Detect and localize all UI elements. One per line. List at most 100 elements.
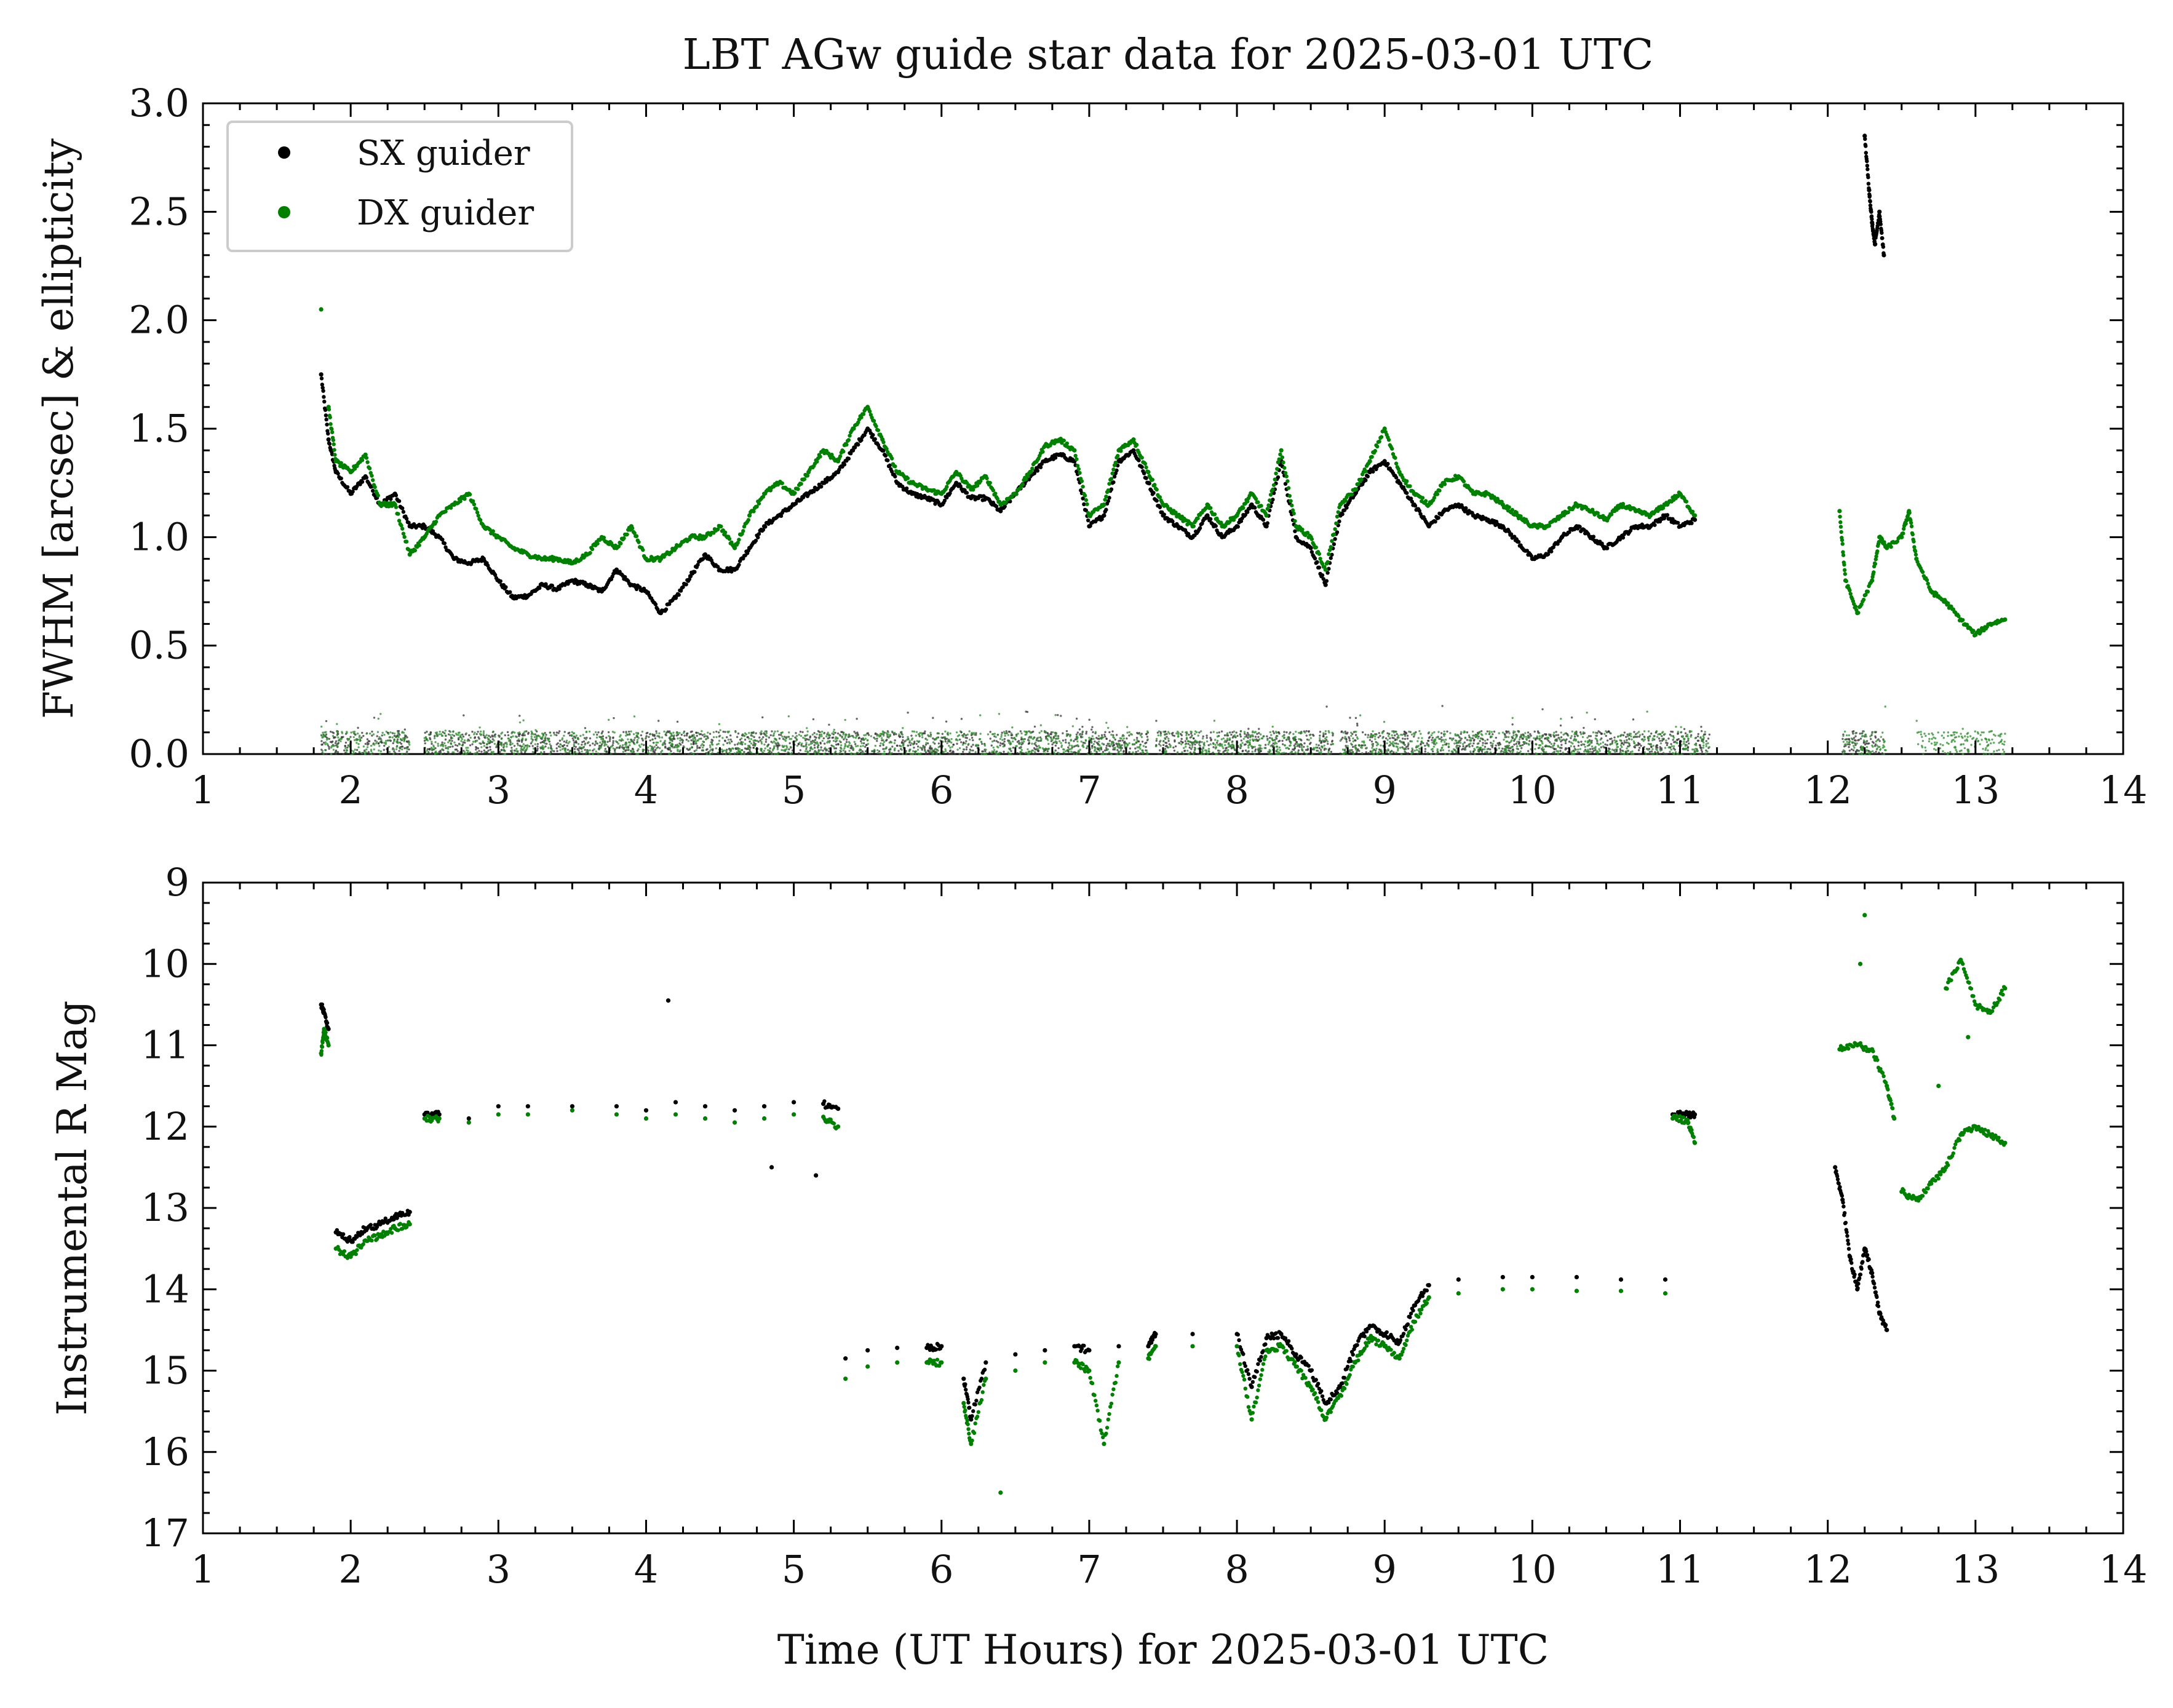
ellipticity-point bbox=[1477, 737, 1479, 740]
ellipticity-point bbox=[1094, 731, 1097, 734]
ellipticity-point bbox=[960, 718, 963, 720]
ellipticity-point bbox=[1406, 734, 1409, 737]
ellipticity-point bbox=[1167, 746, 1170, 749]
ellipticity-point bbox=[1023, 730, 1026, 733]
ellipticity-point bbox=[1857, 739, 1859, 742]
ellipticity-point bbox=[918, 753, 921, 755]
ellipticity-point bbox=[789, 742, 791, 745]
ellipticity-point bbox=[937, 742, 940, 745]
ellipticity-point bbox=[1634, 744, 1637, 747]
ellipticity-point bbox=[1602, 741, 1605, 744]
ellipticity-point bbox=[1342, 731, 1345, 734]
ellipticity-point bbox=[947, 738, 950, 741]
ellipticity-point bbox=[1511, 749, 1514, 752]
ellipticity-point bbox=[1057, 735, 1060, 737]
ellipticity-point bbox=[1622, 750, 1624, 753]
ellipticity-point bbox=[766, 745, 769, 748]
ellipticity-point bbox=[356, 742, 358, 744]
ellipticity-point bbox=[1058, 752, 1060, 755]
ellipticity-point bbox=[744, 742, 747, 745]
ellipticity-point bbox=[1516, 747, 1518, 750]
ellipticity-point bbox=[673, 734, 675, 737]
ellipticity-point bbox=[573, 741, 576, 744]
ellipticity-point bbox=[534, 733, 536, 736]
ellipticity-point bbox=[1283, 734, 1285, 736]
ellipticity-point bbox=[1344, 748, 1346, 751]
ellipticity-point bbox=[1220, 730, 1223, 733]
ellipticity-point bbox=[1035, 752, 1037, 755]
ellipticity-point bbox=[513, 752, 515, 755]
ellipticity-point bbox=[564, 750, 567, 753]
ellipticity-point bbox=[1356, 724, 1359, 727]
ellipticity-point bbox=[728, 752, 731, 754]
ellipticity-point bbox=[1065, 730, 1068, 733]
ellipticity-point bbox=[1371, 747, 1373, 749]
ellipticity-point bbox=[1268, 741, 1271, 744]
ellipticity-point bbox=[472, 741, 475, 743]
ellipticity-point bbox=[1289, 744, 1291, 747]
ellipticity-point bbox=[1247, 744, 1250, 747]
ellipticity-point bbox=[1064, 739, 1067, 741]
ellipticity-point bbox=[1508, 744, 1510, 747]
ellipticity-point bbox=[1076, 731, 1079, 734]
ellipticity-point bbox=[396, 738, 399, 741]
ellipticity-point bbox=[1848, 749, 1851, 752]
ellipticity-point bbox=[776, 730, 779, 733]
ellipticity-point bbox=[749, 741, 751, 743]
ellipticity-point bbox=[752, 731, 755, 734]
ellipticity-point bbox=[379, 750, 382, 753]
ellipticity-point bbox=[598, 748, 600, 751]
ellipticity-point bbox=[952, 750, 955, 753]
ellipticity-point bbox=[925, 742, 928, 744]
ellipticity-point bbox=[372, 733, 375, 736]
ellipticity-point bbox=[1843, 745, 1846, 748]
ellipticity-point bbox=[1022, 740, 1025, 743]
ellipticity-point bbox=[1584, 745, 1586, 748]
ellipticity-point bbox=[999, 737, 1002, 741]
ellipticity-point bbox=[893, 749, 896, 751]
ellipticity-point bbox=[1505, 750, 1508, 753]
ellipticity-point bbox=[1197, 734, 1199, 737]
ellipticity-point bbox=[1446, 730, 1448, 733]
ellipticity-point bbox=[324, 741, 327, 744]
ellipticity-point bbox=[924, 737, 927, 740]
ellipticity-point bbox=[1441, 705, 1444, 707]
ellipticity-point bbox=[1581, 743, 1584, 745]
ellipticity-point bbox=[913, 741, 916, 743]
ellipticity-point bbox=[968, 751, 971, 753]
ellipticity-point bbox=[1345, 744, 1347, 747]
ellipticity-point bbox=[690, 752, 693, 755]
ellipticity-point bbox=[1174, 745, 1177, 748]
ellipticity-point bbox=[1035, 748, 1038, 750]
ellipticity-point bbox=[431, 747, 434, 750]
ellipticity-point bbox=[1194, 747, 1197, 750]
ellipticity-point bbox=[488, 734, 490, 737]
ellipticity-point bbox=[1492, 740, 1495, 742]
ellipticity-point bbox=[540, 751, 542, 753]
ellipticity-point bbox=[449, 731, 452, 733]
ellipticity-point bbox=[447, 741, 450, 744]
ellipticity-point bbox=[431, 741, 433, 743]
ellipticity-point bbox=[509, 743, 512, 745]
ellipticity-point bbox=[837, 742, 840, 745]
ellipticity-point bbox=[1641, 733, 1644, 736]
ellipticity-point bbox=[1236, 734, 1239, 737]
ellipticity-point bbox=[1614, 741, 1617, 744]
ellipticity-point bbox=[1686, 733, 1688, 736]
ellipticity-point bbox=[1672, 752, 1674, 755]
ellipticity-point bbox=[712, 739, 714, 742]
ellipticity-point bbox=[1513, 743, 1516, 746]
ellipticity-point bbox=[826, 741, 828, 744]
ellipticity-point bbox=[1418, 751, 1421, 754]
ellipticity-point bbox=[503, 743, 505, 746]
ellipticity-point bbox=[1254, 736, 1257, 738]
ellipticity-point bbox=[1054, 734, 1056, 737]
ellipticity-point bbox=[1190, 730, 1192, 733]
ellipticity-point bbox=[1469, 742, 1472, 745]
ellipticity-point bbox=[1519, 753, 1522, 755]
ellipticity-point bbox=[1097, 747, 1099, 749]
ellipticity-point bbox=[1135, 741, 1138, 744]
ellipticity-point bbox=[336, 745, 339, 748]
ellipticity-point bbox=[1279, 749, 1282, 752]
ellipticity-point bbox=[510, 747, 513, 749]
